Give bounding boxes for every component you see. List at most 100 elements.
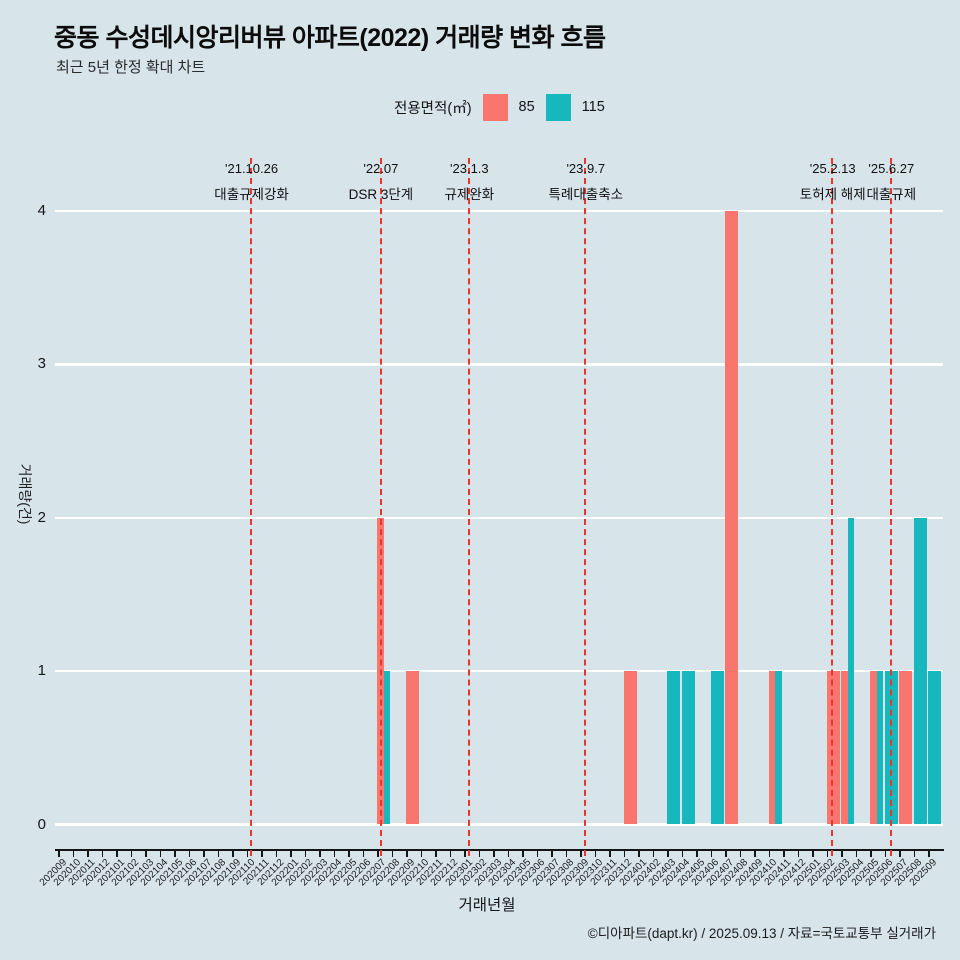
bar-85-202410 — [768, 671, 776, 825]
bar-85-202209 — [406, 671, 420, 825]
x-tick-202102 — [130, 850, 133, 857]
event-date-2: '23.1.3 — [450, 161, 489, 176]
x-tick-202210 — [420, 850, 423, 857]
bar-115-202207 — [383, 671, 391, 825]
bar-85-202407 — [725, 211, 739, 825]
x-tick-202509 — [928, 850, 930, 857]
event-label-1: DSR 3단계 — [348, 187, 414, 202]
x-tick-202409 — [754, 850, 756, 857]
x-tick-202104 — [159, 850, 162, 857]
x-tick-202211 — [435, 850, 437, 857]
x-tick-202112 — [275, 850, 278, 857]
bar-115-202403 — [667, 671, 681, 825]
x-tick-202311 — [609, 850, 611, 857]
x-tick-202507 — [899, 850, 901, 857]
x-tick-202204 — [333, 850, 336, 857]
event-line-4 — [831, 158, 834, 856]
x-tick-202309 — [580, 850, 582, 857]
y-tick-label-3: 3 — [37, 355, 46, 373]
x-tick-202103 — [145, 850, 147, 857]
x-tick-202208 — [391, 850, 394, 857]
y-tick-label-0: 0 — [37, 815, 46, 833]
event-label-3: 특례대출축소 — [548, 187, 624, 202]
x-tick-202209 — [406, 850, 408, 857]
event-label-5: 대출규제 — [866, 187, 917, 202]
x-tick-202106 — [188, 850, 191, 857]
y-tick-label-4: 4 — [37, 202, 46, 220]
x-tick-202310 — [594, 850, 597, 857]
x-tick-202202 — [304, 850, 307, 857]
legend-title: 전용면적(㎡) — [394, 100, 472, 117]
x-tick-202105 — [174, 850, 176, 857]
x-tick-202302 — [478, 850, 481, 857]
x-tick-202410 — [768, 850, 771, 857]
x-tick-202501 — [812, 850, 814, 857]
y-tick-label-2: 2 — [37, 508, 46, 526]
x-tick-202404 — [681, 850, 684, 857]
bar-115-202406 — [710, 671, 724, 825]
x-tick-202201 — [290, 850, 292, 857]
x-tick-label-202509: 202509 — [781, 857, 938, 888]
event-line-1 — [379, 158, 382, 856]
x-tick-202403 — [667, 850, 669, 857]
x-tick-202304 — [507, 850, 510, 857]
x-tick-202108 — [217, 850, 220, 857]
x-tick-202012 — [101, 850, 104, 857]
bar-85-202503 — [841, 671, 848, 825]
x-tick-202506 — [884, 850, 887, 857]
y-tick-label-1: 1 — [37, 662, 46, 680]
x-tick-202111 — [261, 850, 263, 857]
x-tick-202207 — [377, 850, 379, 857]
x-axis-line — [55, 848, 944, 851]
event-line-2 — [468, 158, 471, 856]
bar-115-202509 — [928, 671, 942, 825]
x-tick-202401 — [638, 850, 640, 857]
bar-115-202410 — [775, 671, 782, 825]
x-tick-202107 — [203, 850, 205, 857]
x-tick-202205 — [348, 850, 350, 857]
event-date-0: '21.10.26 — [225, 161, 279, 176]
x-tick-202502 — [826, 850, 829, 857]
bar-115-202508 — [913, 517, 927, 825]
event-label-4: 토허제 해제 — [799, 187, 866, 202]
x-tick-202010 — [72, 850, 75, 857]
x-tick-202305 — [522, 850, 524, 857]
event-line-3 — [584, 158, 587, 856]
x-tick-202306 — [536, 850, 539, 857]
event-label-0: 대출규제강화 — [214, 187, 289, 202]
x-tick-202212 — [449, 850, 452, 857]
legend: 전용면적(㎡) 85 115 — [394, 92, 605, 122]
footer-credit: ©디아파트(dapt.kr) / 2025.09.13 / 자료=국토교통부 실… — [587, 926, 936, 941]
x-tick-202009 — [58, 850, 60, 857]
x-tick-202307 — [551, 850, 553, 857]
gridline-y1 — [55, 669, 943, 673]
legend-swatch-115 — [545, 93, 571, 121]
x-tick-202411 — [783, 850, 785, 857]
x-tick-202504 — [855, 850, 858, 857]
x-tick-202301 — [464, 850, 466, 857]
x-tick-202109 — [232, 850, 234, 857]
gridline-y3 — [55, 363, 943, 366]
x-axis-title: 거래년월 — [458, 897, 516, 914]
legend-label-115: 115 — [581, 99, 605, 115]
x-tick-202203 — [319, 850, 321, 857]
event-date-4: '25.2.13 — [809, 161, 856, 176]
bar-85-202505 — [870, 671, 877, 825]
event-date-5: '25.6.27 — [868, 161, 915, 176]
x-tick-202101 — [116, 850, 118, 857]
bar-115-202505 — [876, 671, 884, 825]
legend-swatch-85 — [482, 93, 508, 121]
page-title: 중동 수성데시앙리버뷰 아파트(2022) 거래량 변화 흐름 — [54, 24, 606, 52]
chart-subtitle: 최근 5년 한정 확대 차트 — [56, 59, 206, 76]
event-label-2: 규제완화 — [444, 187, 495, 202]
x-tick-202412 — [797, 850, 800, 857]
x-tick-202312 — [623, 850, 626, 857]
x-tick-202503 — [841, 850, 843, 857]
event-line-0 — [250, 158, 253, 856]
x-tick-202406 — [710, 850, 713, 857]
bar-85-202507 — [899, 671, 913, 825]
bar-85-202312 — [623, 671, 637, 825]
bar-115-202404 — [681, 671, 695, 825]
